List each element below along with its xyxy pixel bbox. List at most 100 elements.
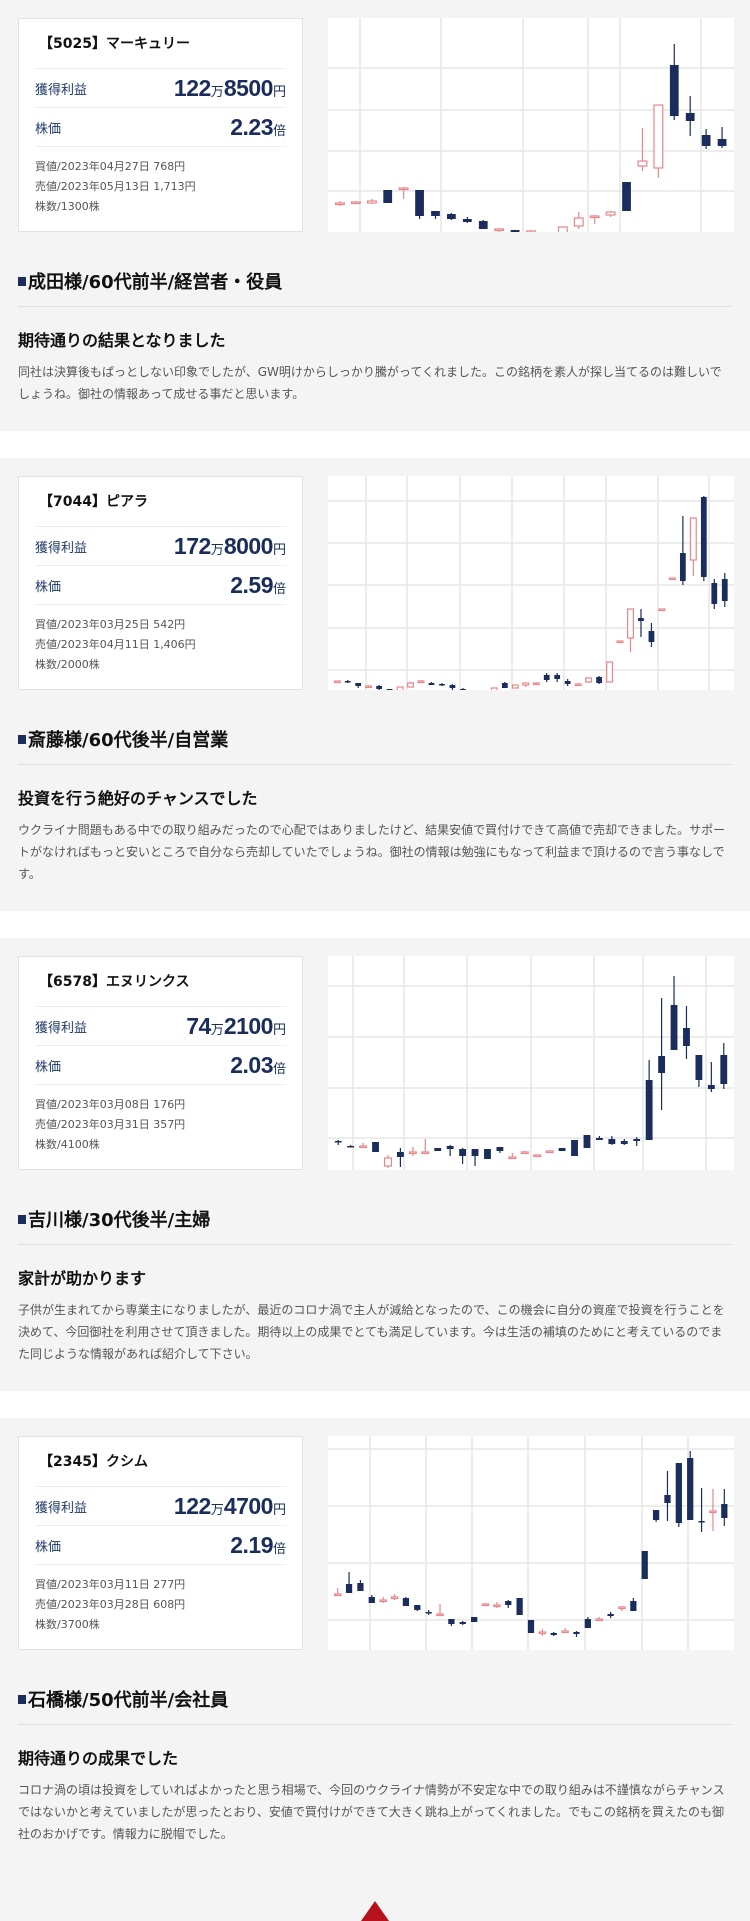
buy-info: 買値/2023年03月11日 277円	[35, 1578, 186, 1591]
ratio-unit: 倍	[272, 1540, 286, 1556]
review-body: 同社は決算後もぱっとしない印象でしたが、GW明けからしっかり騰がってくれました。…	[18, 365, 722, 401]
candlestick-chart	[328, 476, 734, 690]
ratio-row: 株価 2.03倍	[35, 1046, 286, 1085]
sell-info: 売値/2023年03月28日 608円	[35, 1598, 186, 1611]
customer-heading: 斎藤様/60代後半/自営業	[18, 726, 732, 765]
ratio-label: 株価	[35, 1539, 62, 1555]
profit-label: 獲得利益	[35, 1500, 88, 1516]
review-title: 期待通りの成果でした	[18, 1749, 179, 1768]
profit-value: 122万4700円	[174, 1493, 286, 1520]
review-body: 子供が生まれてから専業主になりましたが、最近のコロナ渦で主人が減給となったので、…	[18, 1303, 725, 1361]
trade-details: 買値/2023年03月08日 176円 売値/2023年03月31日 357円 …	[35, 1085, 286, 1155]
ratio-number: 2.19	[230, 1531, 273, 1558]
candlestick-chart	[328, 18, 734, 232]
profit-value: 172万8000円	[174, 533, 286, 560]
stock-title: 【7044】ピアラ	[35, 491, 286, 527]
result-row: 【5025】マーキュリー 獲得利益 122万8500円 株価 2.23倍 買値/…	[18, 18, 734, 234]
result-card: 【2345】クシム 獲得利益 122万4700円 株価 2.19倍 買値/202…	[18, 1436, 303, 1650]
ratio-value: 2.19倍	[230, 1532, 286, 1559]
yen-unit: 円	[272, 1021, 286, 1037]
stock-title: 【5025】マーキュリー	[35, 33, 286, 69]
man-unit: 万	[210, 541, 224, 557]
page-top-area	[0, 1871, 750, 1921]
profit-row: 獲得利益 74万2100円	[35, 1007, 286, 1046]
yen-unit: 円	[272, 83, 286, 99]
profit-man: 172	[173, 532, 211, 559]
customer-name: 吉川様/30代後半/主婦	[28, 1210, 211, 1231]
candlestick-chart	[328, 956, 734, 1170]
profit-row: 獲得利益 122万4700円	[35, 1487, 286, 1526]
square-bullet-icon	[18, 276, 26, 286]
profit-rest: 8500	[223, 74, 274, 101]
man-unit: 万	[210, 1021, 224, 1037]
trade-details: 買値/2023年04月27日 768円 売値/2023年05月13日 1,713…	[35, 147, 286, 217]
customer-name: 斎藤様/60代後半/自営業	[28, 730, 229, 751]
review-title: 投資を行う絶好のチャンスでした	[18, 789, 258, 808]
testimonial-section: 【6578】エヌリンクス 獲得利益 74万2100円 株価 2.03倍 買値/2…	[0, 938, 750, 1391]
page-top-triangle-icon[interactable]	[361, 1901, 389, 1921]
ratio-row: 株価 2.59倍	[35, 566, 286, 605]
ratio-number: 2.59	[230, 571, 273, 598]
shares-info: 株数/4100株	[35, 1138, 100, 1151]
ratio-label: 株価	[35, 579, 62, 595]
buy-info: 買値/2023年03月25日 542円	[35, 618, 186, 631]
sell-info: 売値/2023年03月31日 357円	[35, 1118, 186, 1131]
man-unit: 万	[210, 1501, 224, 1517]
profit-row: 獲得利益 122万8500円	[35, 69, 286, 108]
sell-info: 売値/2023年04月11日 1,406円	[35, 638, 196, 651]
buy-info: 買値/2023年03月08日 176円	[35, 1098, 186, 1111]
trade-details: 買値/2023年03月11日 277円 売値/2023年03月28日 608円 …	[35, 1565, 286, 1635]
shares-info: 株数/1300株	[35, 200, 100, 213]
ratio-value: 2.23倍	[230, 114, 286, 141]
square-bullet-icon	[18, 734, 26, 744]
ratio-unit: 倍	[272, 1060, 286, 1076]
testimonial-section: 【5025】マーキュリー 獲得利益 122万8500円 株価 2.23倍 買値/…	[0, 0, 750, 431]
yen-unit: 円	[272, 1501, 286, 1517]
result-card: 【6578】エヌリンクス 獲得利益 74万2100円 株価 2.03倍 買値/2…	[18, 956, 303, 1170]
profit-man: 122	[173, 1492, 211, 1519]
profit-label: 獲得利益	[35, 82, 88, 98]
testimonial-section: 【7044】ピアラ 獲得利益 172万8000円 株価 2.59倍 買値/202…	[0, 458, 750, 911]
result-card: 【5025】マーキュリー 獲得利益 122万8500円 株価 2.23倍 買値/…	[18, 18, 303, 232]
review-title: 家計が助かります	[18, 1269, 147, 1288]
review-title: 期待通りの結果となりました	[18, 331, 226, 350]
result-row: 【6578】エヌリンクス 獲得利益 74万2100円 株価 2.03倍 買値/2…	[18, 956, 734, 1172]
profit-man: 122	[173, 74, 211, 101]
profit-row: 獲得利益 172万8000円	[35, 527, 286, 566]
ratio-number: 2.03	[230, 1051, 273, 1078]
profit-value: 122万8500円	[174, 75, 286, 102]
customer-heading: 石橋様/50代前半/会社員	[18, 1686, 732, 1725]
customer-heading: 成田様/60代前半/経営者・役員	[18, 268, 732, 307]
ratio-row: 株価 2.23倍	[35, 108, 286, 147]
stock-title: 【6578】エヌリンクス	[35, 971, 286, 1007]
testimonial-list: 【5025】マーキュリー 獲得利益 122万8500円 株価 2.23倍 買値/…	[0, 0, 750, 1871]
profit-man: 74	[186, 1012, 211, 1039]
sell-info: 売値/2023年05月13日 1,713円	[35, 180, 196, 193]
trade-details: 買値/2023年03月25日 542円 売値/2023年04月11日 1,406…	[35, 605, 286, 675]
ratio-row: 株価 2.19倍	[35, 1526, 286, 1565]
profit-rest: 4700	[223, 1492, 274, 1519]
review-body: ウクライナ問題もある中での取り組みだったので心配ではありましたけど、結果安値で買…	[18, 823, 726, 881]
square-bullet-icon	[18, 1694, 26, 1704]
profit-rest: 2100	[223, 1012, 274, 1039]
ratio-value: 2.03倍	[230, 1052, 286, 1079]
square-bullet-icon	[18, 1214, 26, 1224]
profit-label: 獲得利益	[35, 540, 88, 556]
profit-label: 獲得利益	[35, 1020, 88, 1036]
result-card: 【7044】ピアラ 獲得利益 172万8000円 株価 2.59倍 買値/202…	[18, 476, 303, 690]
ratio-label: 株価	[35, 1059, 62, 1075]
candlestick-chart	[328, 1436, 734, 1650]
ratio-value: 2.59倍	[230, 572, 286, 599]
stock-title: 【2345】クシム	[35, 1451, 286, 1487]
customer-heading: 吉川様/30代後半/主婦	[18, 1206, 732, 1245]
shares-info: 株数/3700株	[35, 1618, 100, 1631]
customer-name: 石橋様/50代前半/会社員	[28, 1690, 229, 1711]
yen-unit: 円	[272, 541, 286, 557]
shares-info: 株数/2000株	[35, 658, 100, 671]
ratio-unit: 倍	[272, 122, 286, 138]
ratio-label: 株価	[35, 121, 62, 137]
customer-name: 成田様/60代前半/経営者・役員	[28, 272, 283, 293]
result-row: 【7044】ピアラ 獲得利益 172万8000円 株価 2.59倍 買値/202…	[18, 476, 734, 692]
ratio-number: 2.23	[230, 113, 273, 140]
man-unit: 万	[210, 83, 224, 99]
